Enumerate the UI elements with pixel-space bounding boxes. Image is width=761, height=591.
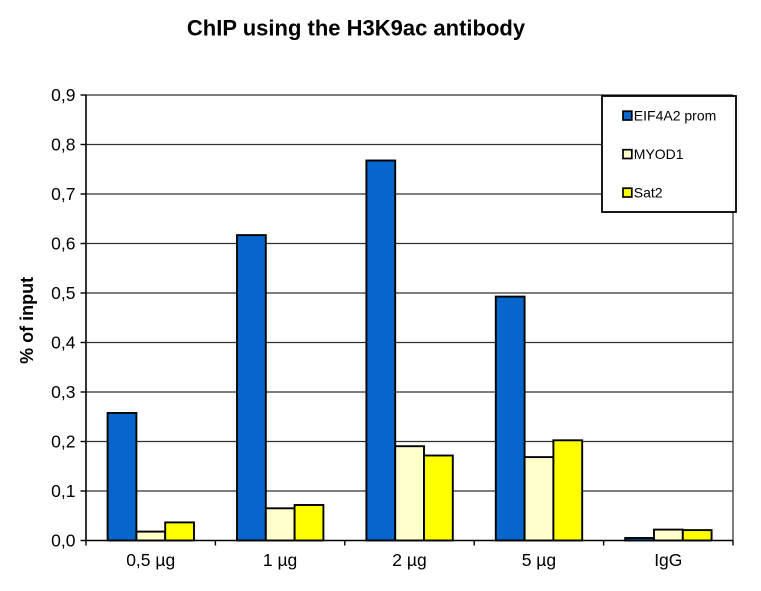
svg-text:IgG: IgG [654,550,682,570]
svg-text:0,2: 0,2 [51,432,75,452]
svg-text:0,5 µg: 0,5 µg [126,550,175,570]
svg-text:% of input: % of input [17,277,37,364]
svg-text:0,4: 0,4 [51,333,76,353]
svg-text:0,1: 0,1 [51,481,75,501]
svg-text:Sat2: Sat2 [634,185,663,201]
svg-text:EIF4A2 prom: EIF4A2 prom [634,108,716,124]
svg-text:0,6: 0,6 [51,234,75,254]
svg-text:2 µg: 2 µg [392,550,426,570]
svg-text:0,9: 0,9 [51,85,75,105]
svg-text:0,8: 0,8 [51,135,75,155]
svg-text:MYOD1: MYOD1 [634,146,684,162]
svg-text:0,3: 0,3 [51,382,75,402]
svg-text:0,7: 0,7 [51,184,75,204]
svg-text:ChIP using the H3K9ac antibody: ChIP using the H3K9ac antibody [187,16,526,41]
svg-text:5 µg: 5 µg [522,550,556,570]
svg-text:0,5: 0,5 [51,283,75,303]
svg-text:0,0: 0,0 [51,531,76,551]
svg-text:1 µg: 1 µg [263,550,297,570]
